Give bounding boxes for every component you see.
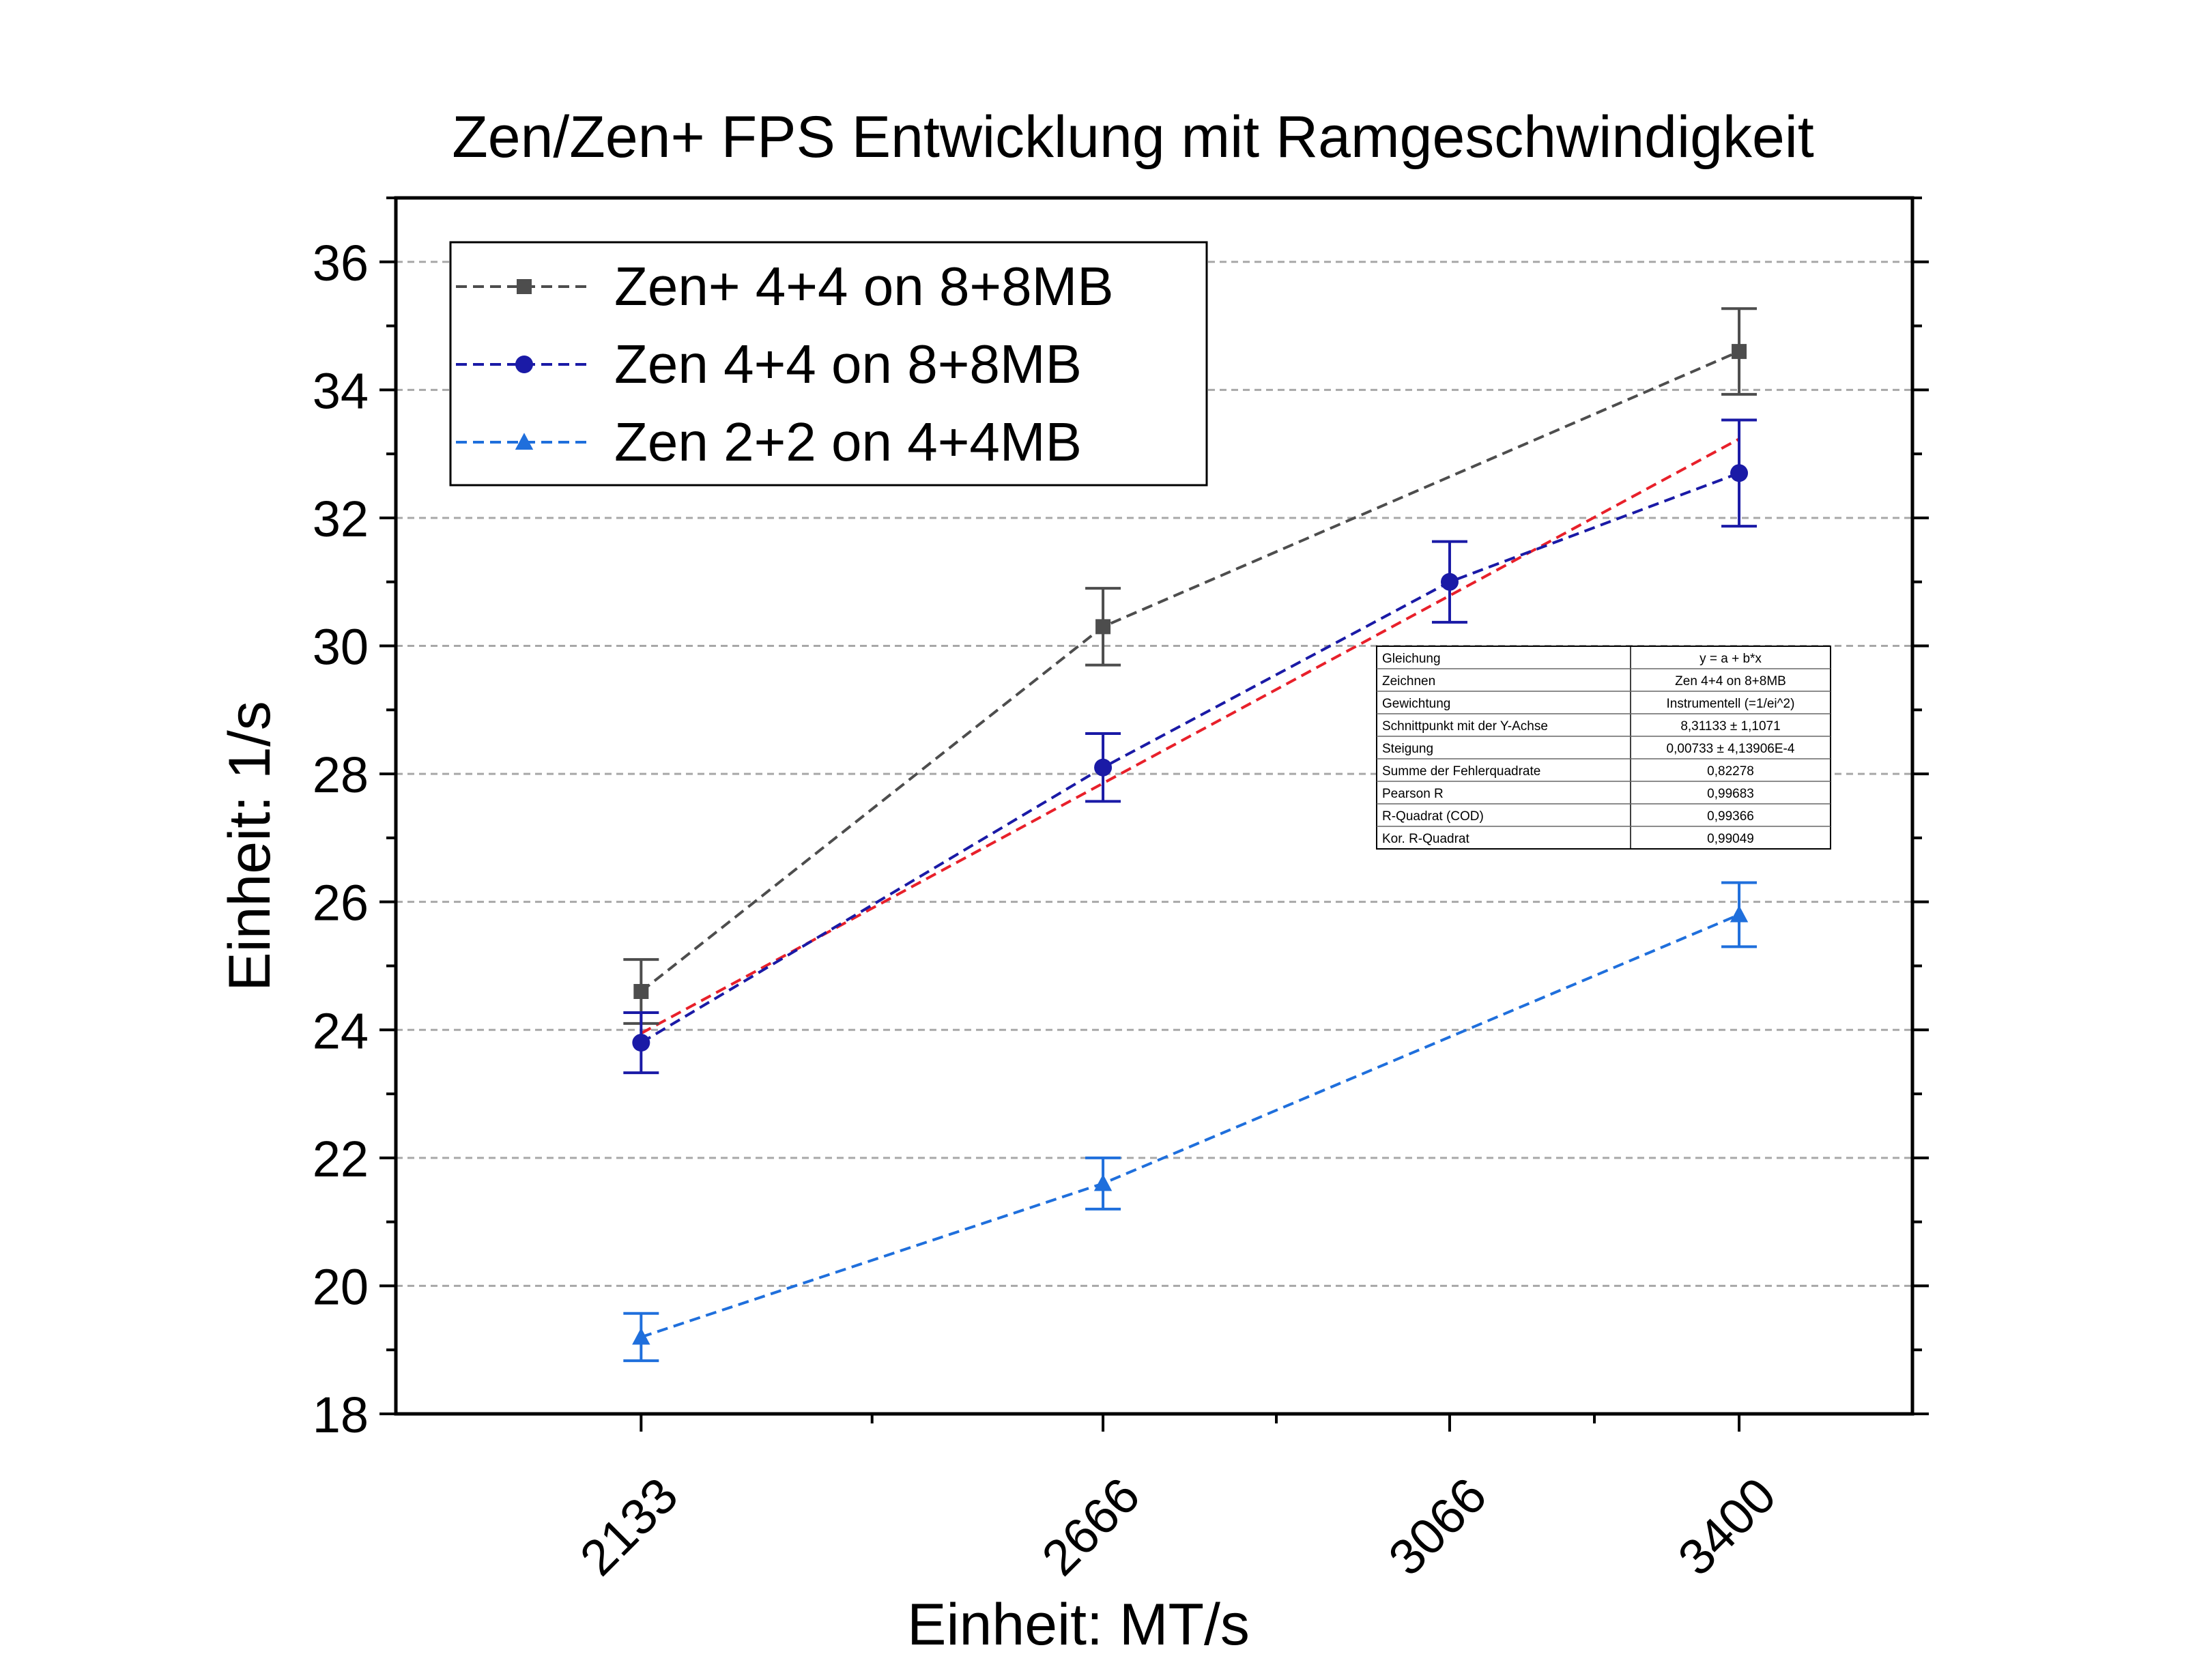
y-tick-label: 28 [313, 747, 369, 803]
fit-table-label: Summe der Fehlerquadrate [1382, 764, 1540, 779]
fit-table-value: 0,99366 [1707, 809, 1754, 824]
data-point [632, 1327, 650, 1345]
plot-frame [394, 196, 1914, 1416]
fit-table-label: Zeichnen [1382, 674, 1435, 689]
data-point [1732, 344, 1747, 360]
fit-table-frame [1376, 646, 1831, 850]
series-layer [623, 307, 1758, 1363]
fit-table-label: R-Quadrat (COD) [1382, 809, 1484, 824]
y-tick-label: 36 [313, 235, 369, 291]
y-axis-title: Einheit: 1/s [217, 701, 283, 991]
fit-table-label: Kor. R-Quadrat [1382, 832, 1469, 846]
fit-table-value: 0,00733 ± 4,13906E-4 [1667, 742, 1795, 756]
y-tick-label: 18 [313, 1387, 369, 1443]
legend: Zen+ 4+4 on 8+8MB Zen 4+4 on 8+8MB Zen 2+2… [449, 241, 1208, 487]
x-tick-label: 2133 [569, 1466, 689, 1586]
fit-statistics-table: Gleichung y = a + b*x Zeichnen Zen 4+4 on 8… [1376, 646, 1831, 850]
series-1 [623, 418, 1758, 1075]
x-tick-label: 3066 [1377, 1466, 1497, 1586]
y-tick-label: 34 [313, 362, 369, 419]
fit-table-value: 0,99049 [1707, 832, 1754, 846]
data-point [1440, 573, 1459, 591]
series-2 [623, 881, 1758, 1363]
data-point [632, 1034, 650, 1052]
fit-table-value: 8,31133 ± 1,1071 [1680, 719, 1780, 734]
fit-table-value: 0,99683 [1707, 787, 1754, 801]
fit-table-value: Instrumentell (=1/ei^2) [1667, 697, 1795, 711]
legend-label: Zen 4+4 on 8+8MB [614, 334, 1082, 394]
fit-table-value: Zen 4+4 on 8+8MB [1675, 674, 1786, 689]
series-line [640, 472, 1740, 1044]
y-tick-label: 22 [313, 1131, 369, 1187]
y-tick-label: 30 [313, 619, 369, 676]
legend-label: Zen+ 4+4 on 8+8MB [614, 256, 1114, 317]
legend-label: Zen 2+2 on 4+4MB [614, 411, 1082, 472]
x-axis-title: Einheit: MT/s [907, 1592, 1250, 1657]
fit-table-label: Gewichtung [1382, 697, 1450, 711]
data-point [633, 983, 649, 999]
data-point [1093, 1174, 1113, 1191]
fit-table-label: Gleichung [1382, 652, 1441, 666]
x-tick-label: 2666 [1031, 1466, 1151, 1586]
legend-marker [515, 356, 533, 373]
y-tick-label: 24 [313, 1002, 369, 1059]
fit-table-label: Pearson R [1382, 787, 1444, 801]
fit-table-value: y = a + b*x [1699, 652, 1762, 666]
data-point [1730, 905, 1749, 923]
series-0 [623, 307, 1758, 1025]
data-point [1094, 758, 1113, 777]
legend-marker [517, 279, 532, 294]
data-point [1095, 619, 1111, 635]
y-tick-label: 32 [313, 491, 369, 547]
fit-table-label: Schnittpunkt mit der Y-Achse [1382, 719, 1548, 734]
chart-title: Zen/Zen+ FPS Entwicklung mit Ramgeschwin… [452, 104, 1814, 170]
x-tick-label: 3400 [1667, 1466, 1786, 1586]
fit-table-label: Steigung [1382, 742, 1433, 756]
y-tick-label: 20 [313, 1258, 369, 1315]
legend-marker [515, 433, 534, 450]
data-point [1730, 464, 1749, 482]
fit-table-value: 0,82278 [1707, 764, 1754, 779]
series-line [640, 913, 1740, 1339]
y-tick-label: 26 [313, 875, 369, 931]
